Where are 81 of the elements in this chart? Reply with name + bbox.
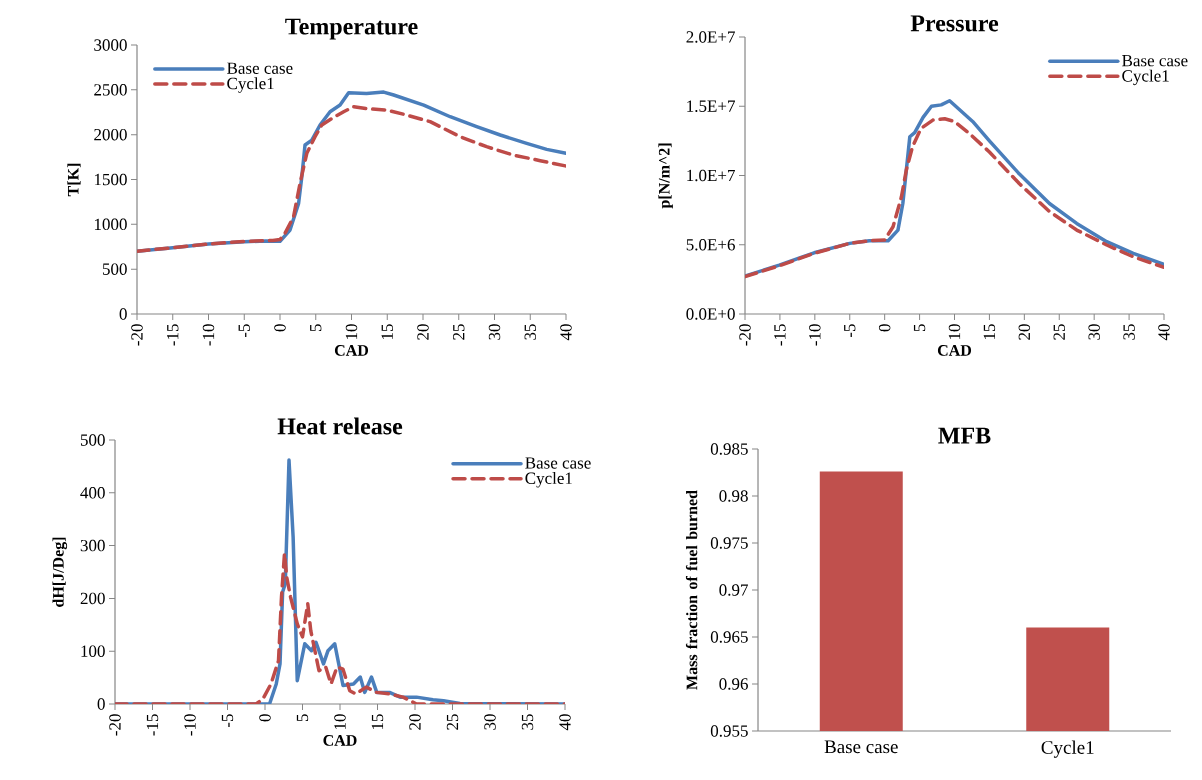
y-tick-label: 0 [97, 698, 105, 710]
x-tick-label: 5 [296, 714, 309, 722]
x-tick-label: 20 [409, 714, 421, 730]
chart-title: Temperature [285, 18, 418, 40]
x-axis-title: CAD [334, 345, 369, 356]
chart-title: MFB [938, 427, 991, 444]
x-tick-label: 0 [259, 714, 271, 722]
x-tick-label: 10 [345, 324, 358, 340]
y-tick-label: 300 [80, 539, 105, 552]
legend-label: Cycle1 [525, 472, 572, 488]
x-tick-label: 20 [417, 324, 429, 340]
x-tick-label: 10 [948, 324, 961, 340]
y-tick-label: 0.0E+0 [686, 308, 735, 320]
y-axis-title: p[N/m^2] [658, 143, 673, 209]
y-tick-label: 1500 [94, 173, 127, 186]
y-tick-label: 0 [119, 308, 127, 320]
y-tick-label: 0.96 [719, 678, 748, 690]
x-tick-label: -5 [221, 714, 234, 728]
x-tick-label: -20 [109, 714, 121, 736]
x-tick-label: -5 [238, 324, 250, 338]
legend-label: Base case [227, 62, 293, 74]
y-tick-label: 0.965 [710, 631, 748, 643]
x-tick-label: 30 [1088, 324, 1100, 340]
y-tick-label: 0.975 [710, 537, 748, 549]
x-tick-label: 5 [310, 324, 322, 332]
y-axis-title: Mass fraction of fuel burned [685, 490, 698, 690]
x-tick-label: 25 [446, 714, 459, 730]
x-tick-label: 10 [334, 714, 346, 730]
x-tick-label: 15 [381, 324, 393, 340]
y-tick-label: 0.985 [710, 443, 748, 455]
y-tick-label: 0.955 [710, 725, 748, 737]
x-tick-label: 25 [453, 324, 465, 340]
legend-label: Base case [525, 457, 591, 469]
y-tick-label: 1000 [94, 218, 127, 231]
x-tick-label: -20 [131, 324, 143, 346]
x-tick-label: -5 [844, 324, 856, 338]
x-tick-label: 30 [484, 714, 496, 730]
x-tick-label: 0 [878, 324, 891, 332]
x-axis-title: CAD [937, 345, 972, 356]
x-tick-label: 0 [274, 324, 286, 332]
y-tick-label: 2500 [94, 84, 127, 96]
x-tick-label: 40 [559, 714, 571, 731]
y-tick-label: 2000 [94, 128, 127, 141]
y-tick-label: 3000 [94, 39, 127, 51]
y-tick-label: 500 [80, 434, 105, 446]
legend-label: Cycle1 [227, 77, 274, 93]
chart-title: Pressure [910, 15, 999, 32]
y-axis-title: T[K] [67, 163, 81, 197]
x-tick-label: 35 [521, 714, 534, 730]
x-tick-label: -10 [202, 324, 215, 346]
y-tick-label: 2.0E+7 [686, 31, 735, 43]
x-axis-title: CAD [323, 735, 357, 746]
x-tick-label: 35 [1123, 324, 1135, 340]
y-tick-label: 5.0E+6 [686, 238, 735, 251]
chart-title: Heat release [277, 417, 403, 435]
y-tick-label: 200 [80, 592, 105, 605]
legend-label: Base case [1122, 55, 1188, 67]
y-tick-label: 100 [81, 645, 105, 657]
x-tick-label: -10 [809, 324, 821, 346]
y-tick-label: 400 [80, 487, 105, 499]
y-tick-label: 1.5E+7 [687, 100, 735, 112]
y-tick-label: 1.0E+7 [687, 169, 735, 182]
x-tick-label: 20 [1018, 324, 1031, 340]
x-tick-label: -15 [774, 324, 786, 346]
x-tick-label: 15 [371, 714, 384, 730]
x-tick-label: -15 [146, 714, 159, 736]
x-tick-label: 40 [560, 324, 572, 341]
x-tick-label: 40 [1158, 324, 1170, 341]
x-tick-label: -15 [167, 324, 179, 346]
y-axis-title: dH[J/Deg] [52, 537, 68, 607]
x-tick-label: 35 [524, 324, 536, 340]
x-tick-label: 30 [488, 324, 501, 340]
x-tick-label: -10 [184, 714, 196, 736]
x-tick-label: 5 [913, 324, 926, 332]
y-tick-label: 0.97 [719, 584, 748, 596]
y-tick-label: 500 [102, 263, 127, 275]
legend-label: Cycle1 [1122, 69, 1169, 86]
y-tick-label: 0.98 [719, 490, 748, 502]
x-tick-label: -20 [739, 324, 751, 346]
x-tick-label: 15 [983, 324, 996, 340]
x-tick-label: 25 [1053, 324, 1065, 340]
